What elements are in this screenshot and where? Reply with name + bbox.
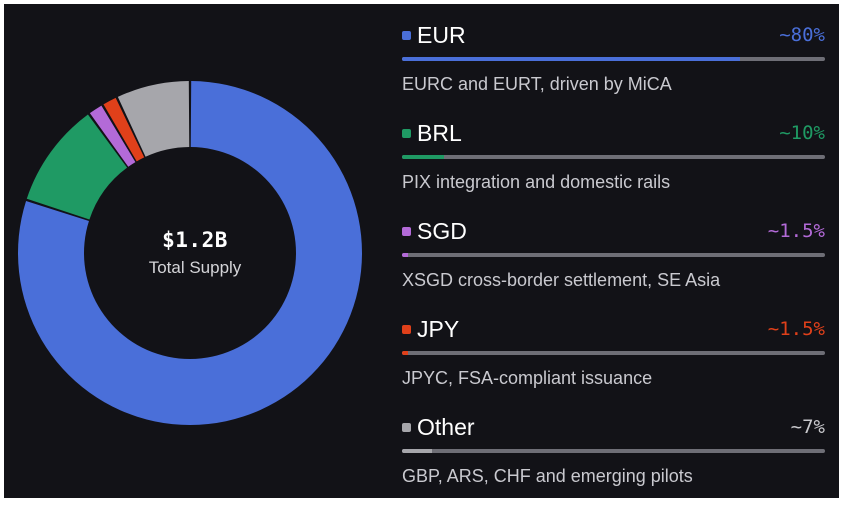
donut-slice-other [117, 81, 190, 157]
progress-fill-sgd [402, 253, 409, 257]
progress-fill-brl [402, 155, 445, 159]
progress-fill-other [402, 449, 432, 453]
legend-description-other: GBP, ARS, CHF and emerging pilots [402, 466, 693, 486]
legend-label-sgd: SGD [417, 218, 467, 244]
progress-track-other [402, 449, 825, 453]
donut-slice-sgd [89, 105, 136, 167]
progress-track-eur [402, 57, 825, 61]
legend-percent-other: ~7% [790, 416, 825, 438]
legend-description-eur: EURC and EURT, driven by MiCA [402, 74, 672, 94]
legend-label-jpy: JPY [417, 316, 460, 342]
legend-swatch-other [402, 423, 411, 432]
donut-chart [18, 81, 362, 425]
progress-track-sgd [402, 253, 825, 257]
legend-row-other: Other ~7% GBP, ARS, CHF and emerging pil… [402, 414, 825, 512]
supply-breakdown-panel: $1.2B Total Supply EUR ~80% EURC and EUR… [4, 4, 839, 498]
donut-slice-eur [18, 81, 362, 425]
legend-percent-eur: ~80% [779, 24, 825, 46]
legend-percent-jpy: ~1.5% [767, 318, 825, 340]
legend-label-brl: BRL [417, 120, 462, 146]
donut-slice-brl [26, 114, 128, 220]
legend-percent-brl: ~10% [779, 122, 825, 144]
donut-center-label: $1.2B Total Supply [105, 228, 285, 278]
legend-row-jpy: JPY ~1.5% JPYC, FSA-compliant issuance [402, 316, 825, 414]
legend-description-brl: PIX integration and domestic rails [402, 172, 671, 192]
total-supply-value: $1.2B [162, 228, 228, 252]
legend-row-sgd: SGD ~1.5% XSGD cross-border settlement, … [402, 218, 825, 316]
legend-label-other: Other [417, 414, 475, 440]
legend-swatch-eur [402, 31, 411, 40]
progress-track-jpy [402, 351, 825, 355]
legend-row-eur: EUR ~80% EURC and EURT, driven by MiCA [402, 22, 825, 120]
legend-swatch-jpy [402, 325, 411, 334]
legend-swatch-brl [402, 129, 411, 138]
legend-percent-sgd: ~1.5% [767, 220, 825, 242]
donut-slice-jpy [103, 97, 145, 162]
total-supply-label: Total Supply [148, 258, 242, 277]
legend: EUR ~80% EURC and EURT, driven by MiCA B… [402, 22, 825, 512]
progress-fill-eur [402, 57, 741, 61]
legend-description-sgd: XSGD cross-border settlement, SE Asia [402, 270, 721, 290]
legend-description-jpy: JPYC, FSA-compliant issuance [402, 368, 653, 388]
legend-label-eur: EUR [417, 22, 466, 48]
legend-swatch-sgd [402, 227, 411, 236]
progress-fill-jpy [402, 351, 409, 355]
legend-row-brl: BRL ~10% PIX integration and domestic ra… [402, 120, 825, 218]
progress-track-brl [402, 155, 825, 159]
